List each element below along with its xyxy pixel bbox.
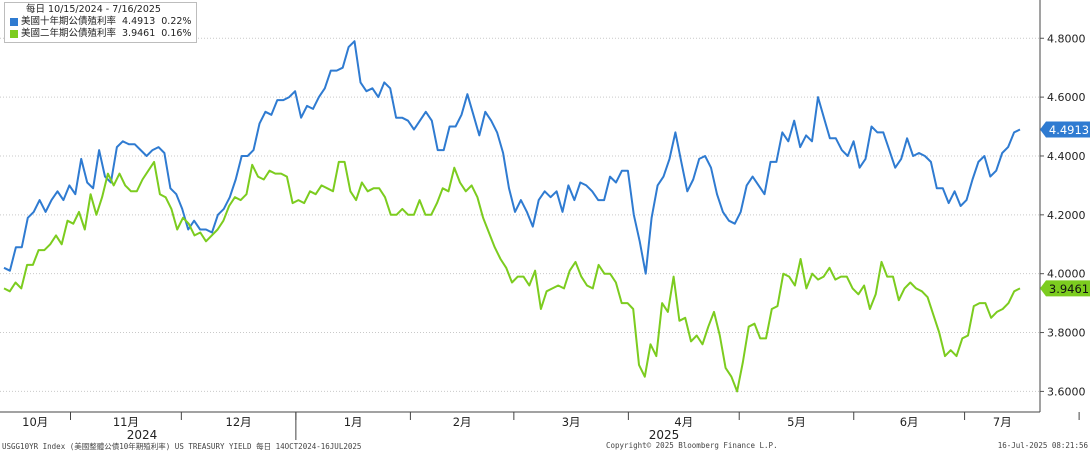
series-line-10y	[3, 40, 1021, 275]
month-label: 12月	[226, 415, 252, 429]
legend-label-10y: 美國十年期公債殖利率	[21, 16, 117, 27]
footer-copyright: Copyright© 2025 Bloomberg Finance L.P.	[606, 441, 778, 450]
x-axis: 10月 11月 12月 1月 2月 3月 4月 5月 6月 7月 2024 2025	[0, 411, 1040, 442]
legend-header: 每日 10/15/2024 - 7/16/2025	[26, 4, 161, 15]
y-tick-label: 3.8000	[1047, 327, 1086, 340]
y-axis: 4.8000 4.6000 4.4000 4.2000 4.0000 3.8000 3.60…	[1039, 0, 1086, 412]
last-value-tag-bg	[1040, 280, 1090, 297]
month-label: 2月	[453, 415, 472, 429]
month-label: 7月	[993, 415, 1012, 429]
legend-item-2y: 美國二年期公債殖利率 3.9461 0.16%	[10, 28, 191, 40]
year-label: 2025	[649, 428, 680, 442]
y-tick-label: 4.8000	[1047, 32, 1086, 45]
footer-index-description: USGG10YR Index (美國整體公債10年期殖利率) US TREASU…	[2, 442, 362, 451]
footer: USGG10YR Index (美國整體公債10年期殖利率) US TREASU…	[0, 441, 1090, 452]
last-value-label: 3.9461	[1049, 282, 1089, 296]
legend-value-2y: 3.9461	[122, 28, 156, 39]
legend-change-2y: 0.16%	[161, 28, 192, 39]
legend-swatch-2y	[10, 30, 18, 38]
last-value-tag-bg	[1040, 121, 1090, 138]
legend-label-2y: 美國二年期公債殖利率	[21, 28, 117, 39]
series-lines	[3, 40, 1021, 393]
month-label: 6月	[900, 415, 919, 429]
last-value-tag-2y: 3.9461	[1040, 280, 1090, 297]
y-tick-label: 4.6000	[1047, 91, 1086, 104]
month-label: 4月	[674, 415, 693, 429]
footer-timestamp: 16-Jul-2025 08:21:56	[997, 441, 1088, 450]
month-label: 1月	[344, 415, 363, 429]
y-tick-label: 4.0000	[1047, 268, 1086, 281]
last-value-tag-10y: 4.4913	[1040, 121, 1090, 138]
month-label: 11月	[113, 415, 139, 429]
month-label: 10月	[22, 415, 48, 429]
legend-value-10y: 4.4913	[122, 16, 156, 27]
y-tick-label: 4.4000	[1047, 150, 1086, 163]
gridlines	[0, 37, 1040, 392]
legend-swatch-10y	[10, 18, 18, 26]
month-label: 3月	[562, 415, 581, 429]
legend-change-10y: 0.22%	[161, 16, 192, 27]
y-tick-label: 4.2000	[1047, 209, 1086, 222]
year-label: 2024	[127, 428, 158, 442]
y-tick-label: 3.6000	[1047, 385, 1086, 398]
legend-item-10y: 美國十年期公債殖利率 4.4913 0.22%	[10, 16, 191, 28]
legend: 每日 10/15/2024 - 7/16/2025 美國十年期公債殖利率 4.4…	[4, 2, 198, 43]
last-value-labels: 4.4913 3.9461	[1040, 121, 1090, 297]
last-value-label: 4.4913	[1049, 123, 1089, 137]
month-label: 5月	[787, 415, 806, 429]
series-line-2y	[3, 160, 1021, 393]
